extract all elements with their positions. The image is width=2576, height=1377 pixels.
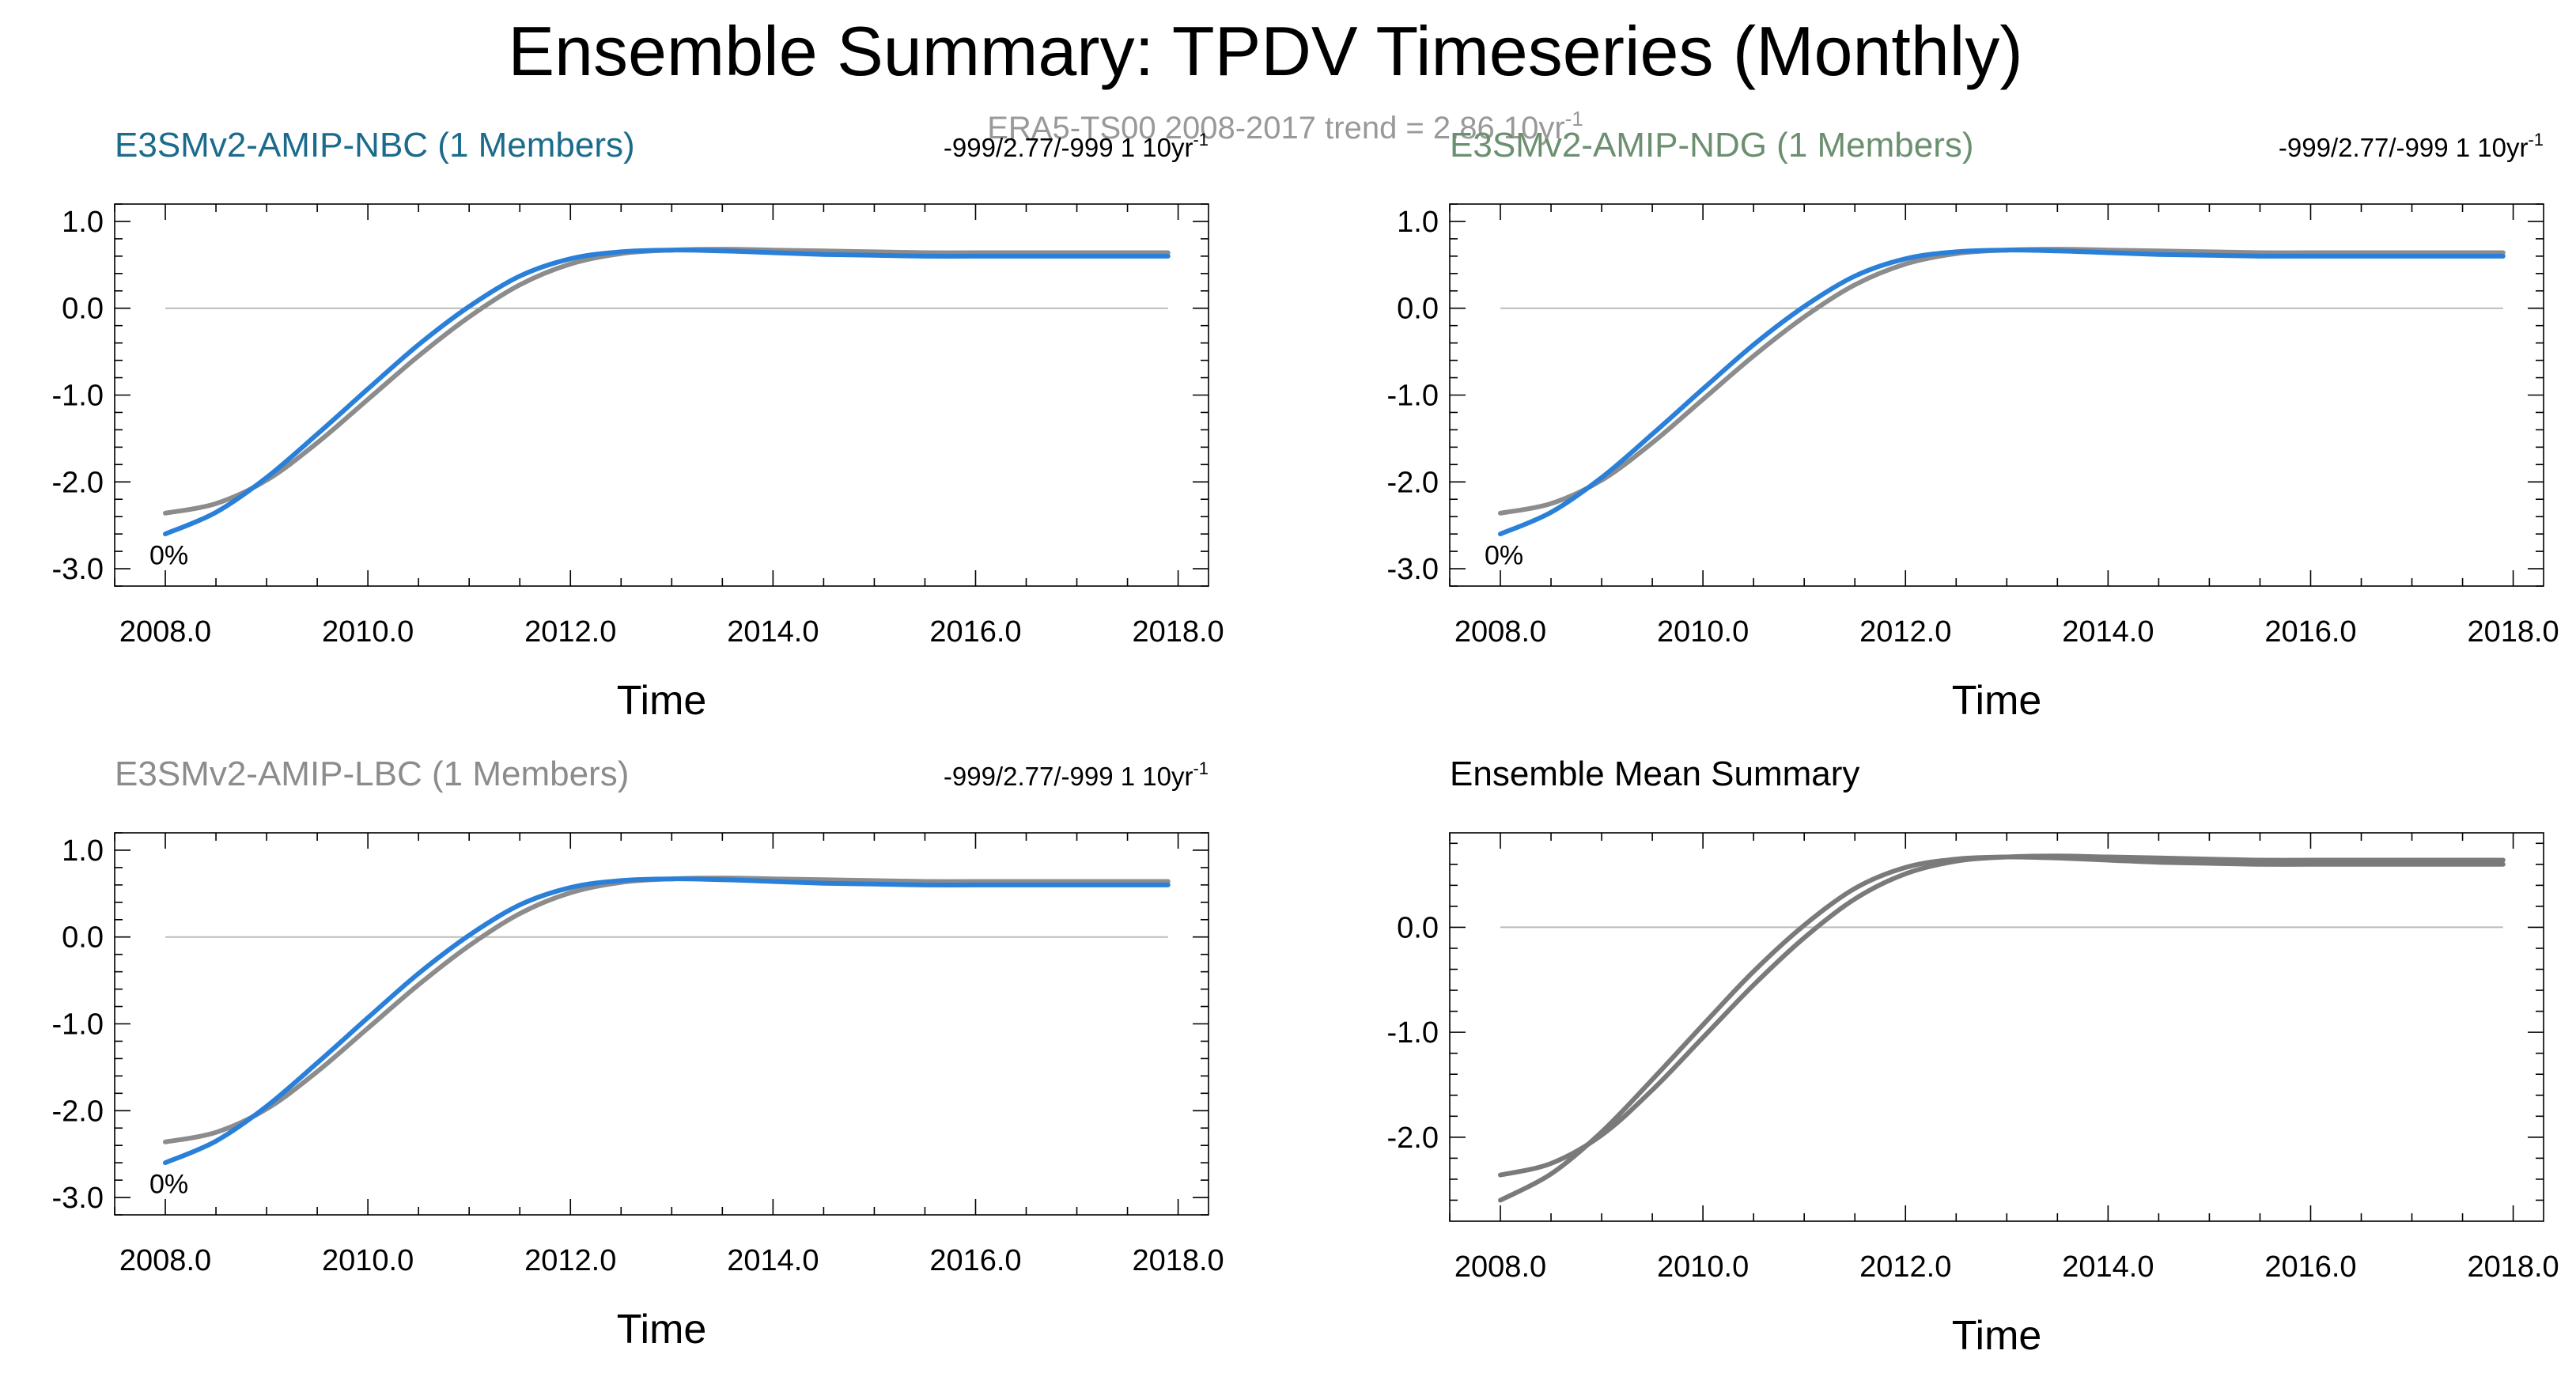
x-tick-label: 2014.0: [2062, 615, 2154, 649]
x-tick-label: 2008.0: [1454, 1250, 1546, 1284]
y-tick-label: -2.0: [52, 1095, 104, 1128]
panel-title: E3SMv2-AMIP-NBC (1 Members): [115, 126, 635, 165]
x-tick-label: 2008.0: [119, 615, 211, 649]
x-tick-label: 2018.0: [2467, 1250, 2559, 1284]
plot-frame: [1449, 832, 2544, 1222]
y-tick-label: 1.0: [62, 834, 104, 868]
series-line-2: [1498, 854, 2506, 1203]
x-tick-label: 2016.0: [929, 615, 1021, 649]
y-tick-label: -1.0: [1387, 380, 1439, 413]
reference-trend-label: ERA5-TS00 2008-2017 trend = 2.86 10yr-1: [987, 107, 1583, 146]
y-tick-label: -2.0: [1387, 1122, 1439, 1155]
x-tick-label: 2016.0: [2264, 1250, 2356, 1284]
series-line-1: [163, 247, 1171, 516]
y-tick-label: -2.0: [1387, 466, 1439, 499]
series-line-2: [163, 248, 1171, 537]
y-tick-label: 1.0: [62, 206, 104, 239]
trend-stats-text: -999/2.77/-999 1 10yr: [944, 133, 1193, 162]
plot-frame: [1449, 203, 2544, 587]
trend-stats-label: -999/2.77/-999 1 10yr-1: [944, 758, 1209, 791]
x-tick-label: 2016.0: [2264, 615, 2356, 649]
x-tick-label: 2012.0: [1859, 1250, 1951, 1284]
y-tick-label: 0.0: [62, 921, 104, 955]
percent-label: 0%: [1485, 541, 1523, 571]
panel-title: Ensemble Mean Summary: [1450, 755, 1859, 793]
x-tick-label: 2010.0: [322, 1244, 414, 1277]
chart-panel-4: Ensemble Mean Summary -2.0 -1.0 0.0 2008.0 20…: [1387, 755, 2559, 1359]
y-tick-label: 1.0: [1397, 206, 1439, 239]
trend-stats-label: -999/2.77/-999 1 10yr-1: [944, 130, 1209, 162]
x-tick-label: 2012.0: [1859, 615, 1951, 649]
x-axis-label: Time: [1952, 1313, 2042, 1359]
series-line-1: [163, 876, 1171, 1144]
trend-stats-text: -999/2.77/-999 1 10yr: [2279, 133, 2529, 162]
percent-label: 0%: [149, 541, 188, 571]
y-tick-label: -2.0: [52, 466, 104, 499]
plot-frame: [114, 832, 1209, 1216]
trend-stats-superscript: -1: [1193, 758, 1209, 778]
x-tick-label: 2014.0: [2062, 1250, 2154, 1284]
x-tick-label: 2018.0: [1132, 615, 1224, 649]
x-tick-label: 2010.0: [1657, 1250, 1749, 1284]
x-axis-label: Time: [617, 678, 707, 724]
series-line-1: [1498, 247, 2506, 516]
y-tick-label: -1.0: [52, 380, 104, 413]
x-tick-label: 2016.0: [929, 1244, 1021, 1277]
x-tick-label: 2014.0: [727, 615, 819, 649]
panels-group: E3SMv2-AMIP-NBC (1 Members) -999/2.77/-99…: [52, 126, 2559, 1359]
x-tick-label: 2008.0: [119, 1244, 211, 1277]
x-axis-label: Time: [617, 1307, 707, 1352]
panel-title: E3SMv2-AMIP-NDG (1 Members): [1450, 126, 1974, 165]
figure-title: Ensemble Summary: TPDV Timeseries (Month…: [508, 12, 2022, 90]
chart-panel-2: E3SMv2-AMIP-NDG (1 Members) -999/2.77/-99…: [1387, 126, 2559, 724]
x-tick-label: 2018.0: [2467, 615, 2559, 649]
y-tick-label: -1.0: [1387, 1016, 1439, 1050]
y-tick-label: -3.0: [1387, 553, 1439, 586]
y-tick-label: 0.0: [1397, 293, 1439, 326]
y-tick-label: -1.0: [52, 1008, 104, 1042]
y-tick-label: 0.0: [1397, 911, 1439, 944]
series-line-2: [1498, 248, 2506, 537]
panel-title: E3SMv2-AMIP-LBC (1 Members): [115, 755, 629, 793]
y-tick-label: -3.0: [52, 1182, 104, 1215]
series-line-1: [1498, 853, 2506, 1178]
x-tick-label: 2008.0: [1454, 615, 1546, 649]
x-tick-label: 2010.0: [1657, 615, 1749, 649]
trend-stats-label: -999/2.77/-999 1 10yr-1: [2279, 130, 2544, 162]
x-tick-label: 2010.0: [322, 615, 414, 649]
x-tick-label: 2018.0: [1132, 1244, 1224, 1277]
series-line-2: [163, 876, 1171, 1166]
trend-stats-superscript: -1: [2528, 130, 2544, 149]
percent-label: 0%: [149, 1170, 188, 1200]
plot-frame: [114, 203, 1209, 587]
reference-trend-superscript: -1: [1565, 107, 1583, 131]
x-tick-label: 2012.0: [524, 615, 616, 649]
chart-panel-3: E3SMv2-AMIP-LBC (1 Members) -999/2.77/-99…: [52, 755, 1224, 1352]
x-tick-label: 2014.0: [727, 1244, 819, 1277]
x-tick-label: 2012.0: [524, 1244, 616, 1277]
y-tick-label: -3.0: [52, 553, 104, 586]
y-tick-label: 0.0: [62, 293, 104, 326]
reference-trend-text: ERA5-TS00 2008-2017 trend = 2.86 10yr: [987, 111, 1564, 146]
trend-stats-superscript: -1: [1193, 130, 1209, 149]
x-axis-label: Time: [1952, 678, 2042, 724]
chart-panel-1: E3SMv2-AMIP-NBC (1 Members) -999/2.77/-99…: [52, 126, 1224, 724]
trend-stats-text: -999/2.77/-999 1 10yr: [944, 762, 1193, 791]
